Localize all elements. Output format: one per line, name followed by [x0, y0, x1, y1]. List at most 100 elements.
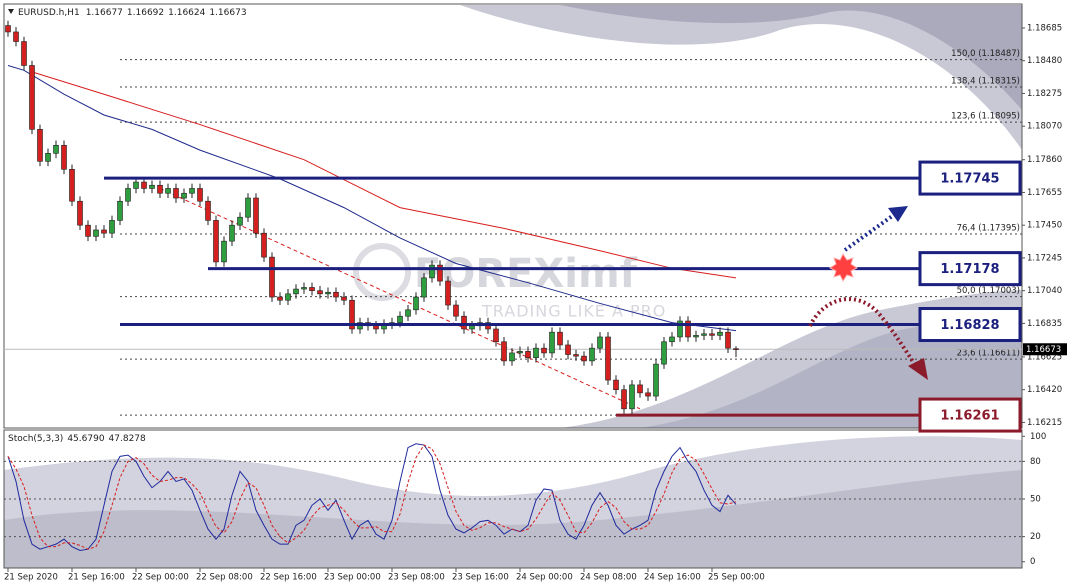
fib-label: 76,4 (1.17395) [957, 223, 1020, 233]
chart-header: EURUSD.h,H1 1.16677 1.16692 1.16624 1.16673 [18, 8, 247, 18]
candle-body [413, 296, 419, 311]
candle-body [245, 197, 251, 218]
x-tick-label: 23 Sep 00:00 [324, 573, 381, 583]
symbol: EURUSD.h,H1 [18, 8, 80, 18]
candle-body [421, 277, 427, 298]
candle-body [341, 296, 347, 301]
candle-body [45, 153, 51, 162]
candle-body [533, 347, 539, 359]
candle-body [29, 65, 35, 130]
x-tick-label: 25 Sep 00:00 [708, 573, 765, 583]
candle-body [317, 290, 323, 295]
burst-icon [829, 253, 858, 282]
candle-body [189, 188, 195, 194]
candle-body [501, 341, 507, 362]
candle-body [461, 315, 467, 330]
candle-body [653, 363, 659, 397]
candle-body [61, 145, 67, 170]
candle-body [333, 291, 339, 298]
candle-body [405, 309, 411, 317]
candle-body [93, 229, 99, 237]
candle-body [493, 328, 499, 343]
watermark-tagline: TRADING LIKE A PRO [481, 302, 666, 321]
x-tick-label: 24 Sep 08:00 [580, 573, 637, 583]
candle-body [213, 220, 219, 263]
candle-body [125, 188, 131, 202]
candle-body [205, 200, 211, 221]
candle-body [269, 256, 275, 298]
candle-body [637, 384, 643, 394]
candle-body [445, 280, 451, 306]
candle-body [613, 379, 619, 390]
candle-body [525, 351, 531, 359]
level-label: 1.17178 [940, 262, 999, 277]
header-high: 1.16692 [127, 8, 164, 18]
current-price-label: 1.16673 [1026, 345, 1061, 355]
y-tick-label: 1.17655 [1027, 188, 1062, 198]
y-tick-label: 1.18480 [1027, 56, 1062, 66]
x-tick-label: 24 Sep 00:00 [516, 573, 573, 583]
header-low: 1.16624 [168, 8, 205, 18]
candle-body [285, 293, 291, 301]
candle-body [597, 336, 603, 349]
y-tick-label: 20 [1030, 532, 1041, 542]
candle-body [661, 341, 667, 365]
header-open: 1.16677 [86, 8, 123, 18]
candle-body [77, 200, 83, 226]
watermark-logo [353, 243, 411, 301]
candle-body [325, 291, 331, 295]
candle-body [549, 331, 555, 354]
candle-body [165, 188, 171, 194]
candle-body [509, 352, 515, 362]
candle-body [101, 229, 107, 234]
level-label: 1.16261 [940, 409, 999, 424]
candle-body [733, 348, 739, 350]
candle-body [133, 181, 139, 189]
candle-body [645, 392, 651, 397]
fib-label: 50,0 (1.17003) [957, 286, 1020, 296]
decor-swoosh [4, 470, 1022, 568]
stoch-k-value: 45.6790 [67, 434, 104, 444]
candle-body [573, 354, 579, 357]
y-tick-label: 1.18070 [1027, 122, 1062, 132]
y-tick-label: 1.16420 [1027, 385, 1062, 395]
candle-body [53, 145, 59, 154]
y-tick-label: 1.16215 [1027, 418, 1062, 428]
x-tick-label: 23 Sep 16:00 [452, 573, 509, 583]
stoch-d-value: 47.8278 [109, 434, 146, 444]
level-label: 1.17745 [940, 172, 999, 187]
moving-average [31, 71, 737, 279]
stoch-title: Stoch(5,3,3) [8, 434, 63, 444]
level-box [918, 160, 1022, 196]
y-tick-label: 1.17860 [1027, 155, 1062, 165]
fib-label: 123,6 (1.18095) [951, 112, 1020, 122]
candle-body [693, 335, 699, 338]
y-tick-label: 1.16835 [1027, 319, 1062, 329]
y-tick-label: 1.16625 [1027, 352, 1062, 362]
current-price-tag [1023, 343, 1067, 356]
candle-body [437, 264, 443, 282]
candle-body [141, 181, 147, 189]
candle-body [149, 184, 155, 189]
candle-body [277, 296, 283, 301]
stoch-line [7, 444, 737, 550]
x-tick-label: 24 Sep 16:00 [644, 573, 701, 583]
y-tick-label: 1.18685 [1027, 23, 1062, 33]
candle-body [173, 188, 179, 199]
candle-body [685, 320, 691, 338]
arrow-head [888, 206, 908, 222]
candle-body [13, 31, 19, 42]
y-tick-label: 1.17245 [1027, 253, 1062, 263]
menu-triangle [8, 9, 14, 14]
candle-body [349, 299, 355, 330]
candle-body [5, 25, 11, 33]
candle-body [717, 331, 723, 336]
candle-body [221, 240, 227, 263]
y-tick-label: 1.17450 [1027, 221, 1062, 231]
fib-label: 138,4 (1.18315) [951, 77, 1020, 87]
candle-body [157, 184, 163, 194]
stoch-header: Stoch(5,3,3) 45.6790 47.8278 [8, 434, 146, 444]
main-frame [3, 3, 1023, 429]
arrow-head [908, 358, 928, 380]
x-tick-label: 22 Sep 08:00 [196, 573, 253, 583]
